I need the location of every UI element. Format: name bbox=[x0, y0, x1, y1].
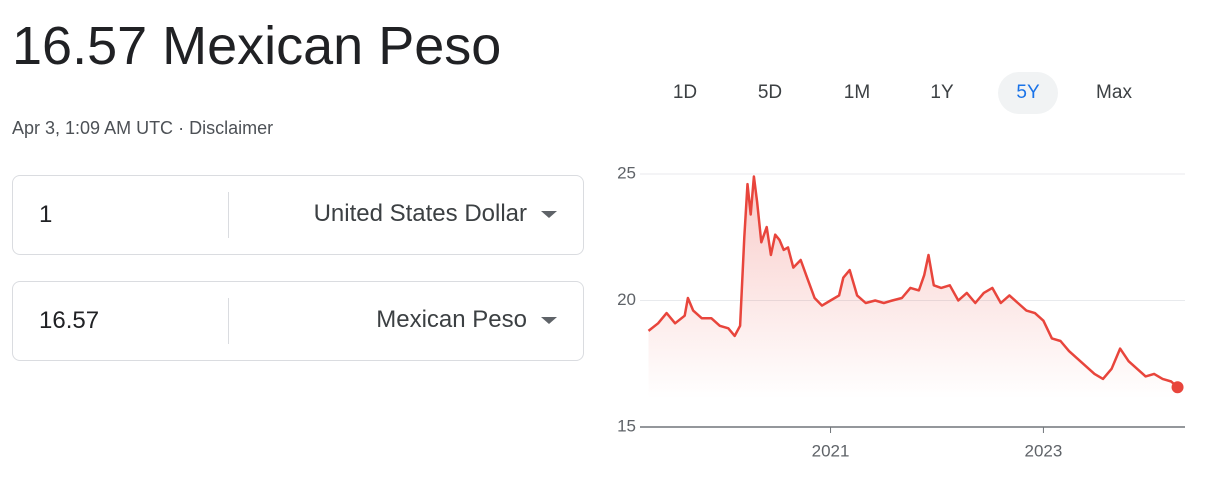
currency-select[interactable]: Mexican Peso bbox=[376, 306, 527, 333]
converter-row: 16.57 Mexican Peso bbox=[12, 281, 584, 361]
title: 16.57 Mexican Peso bbox=[12, 16, 502, 76]
currency-select[interactable]: United States Dollar bbox=[313, 200, 527, 227]
current-point bbox=[1171, 381, 1184, 394]
separator: · bbox=[178, 118, 185, 138]
range-tab[interactable]: 1M bbox=[843, 82, 871, 103]
area bbox=[648, 176, 1178, 399]
amount-input[interactable]: 1 bbox=[39, 201, 53, 228]
x-tick-label: 2021 bbox=[812, 441, 850, 460]
disclaimer-link[interactable]: Disclaimer bbox=[189, 118, 274, 138]
timestamp: Apr 3, 1:09 AM UTC bbox=[12, 118, 174, 138]
converter-row: 1 United States Dollar bbox=[12, 175, 584, 255]
range-tab[interactable]: 5D bbox=[757, 82, 783, 103]
divider bbox=[228, 192, 229, 238]
amount-input[interactable]: 16.57 bbox=[39, 307, 100, 334]
dropdown-arrow[interactable] bbox=[541, 317, 557, 324]
range-tab[interactable]: Max bbox=[1096, 82, 1132, 103]
range-tab[interactable]: 1Y bbox=[930, 82, 954, 103]
x-tick-label: 2023 bbox=[1025, 441, 1063, 460]
dropdown-arrow[interactable] bbox=[541, 211, 557, 218]
range-tab[interactable]: 5Y bbox=[998, 72, 1058, 114]
price-line bbox=[647, 175, 1179, 389]
y-tick-label: 20 bbox=[617, 290, 636, 309]
y-tick-label: 25 bbox=[617, 163, 636, 182]
divider bbox=[228, 298, 229, 344]
subtitle: Apr 3, 1:09 AM UTC · Disclaimer bbox=[12, 116, 273, 140]
y-tick-label: 15 bbox=[617, 416, 636, 435]
range-tab[interactable]: 1D bbox=[672, 82, 698, 103]
